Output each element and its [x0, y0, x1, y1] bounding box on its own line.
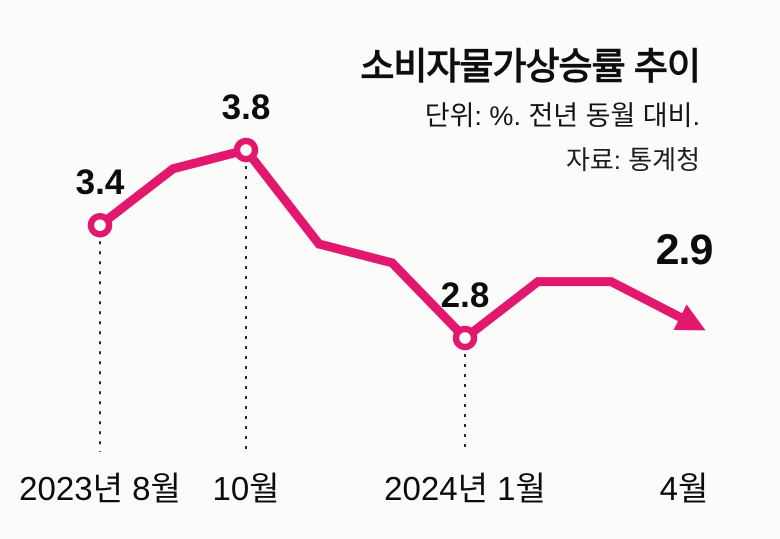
chart-unit-note: 단위: %. 전년 동월 대비.: [424, 101, 700, 131]
data-point-marker: [87, 212, 113, 238]
x-axis-label-2023-10: 10월: [212, 470, 280, 507]
value-label-2023-08: 3.4: [75, 163, 125, 203]
value-label-2024-04: 2.9: [655, 226, 714, 275]
data-point-marker: [233, 137, 259, 163]
trend-line: [97, 144, 706, 345]
value-label-2023-10: 3.8: [221, 88, 271, 127]
data-point-marker: [452, 325, 478, 351]
x-axis-label-2023-08: 2023년 8월: [19, 470, 181, 507]
x-axis-label-2024-04: 4월: [659, 470, 709, 507]
x-axis-label-2024-01: 2024년 1월: [384, 470, 546, 507]
value-label-2024-01: 2.8: [440, 276, 490, 315]
chart-source: 자료: 통계청: [565, 145, 700, 175]
chart-title: 소비자물가상승률 추이: [360, 46, 701, 87]
